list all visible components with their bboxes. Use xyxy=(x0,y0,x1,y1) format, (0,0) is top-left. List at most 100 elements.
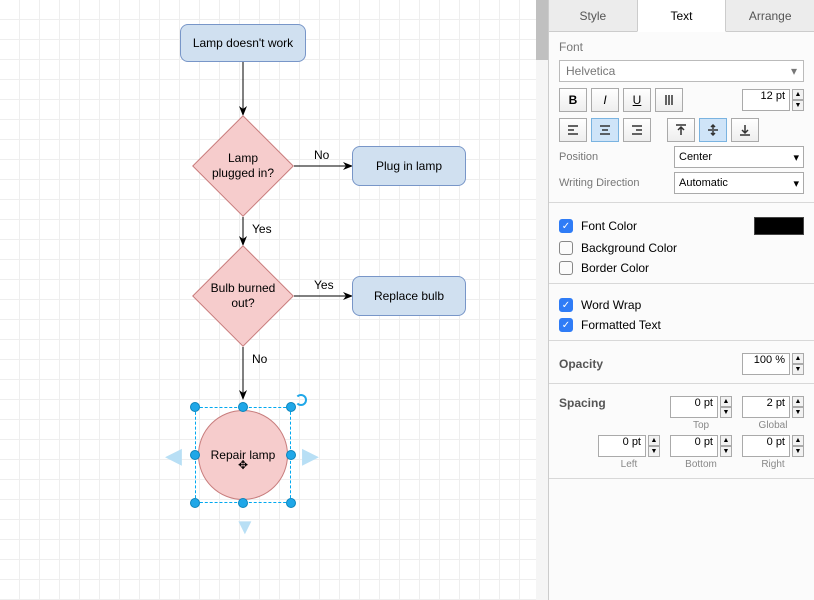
spacing-global-spinner[interactable]: 2 pt▲▼ xyxy=(742,396,804,418)
wordwrap-checkbox[interactable]: ✓ xyxy=(559,298,573,312)
spacing-left-sub: Left xyxy=(621,459,638,470)
color-section: ✓ Font Color Background Color Border Col… xyxy=(549,203,814,284)
valign-bottom-button[interactable] xyxy=(731,118,759,142)
move-icon: ✥ xyxy=(238,458,248,473)
font-size-up[interactable]: ▲ xyxy=(792,89,804,100)
opacity-value[interactable]: 100 % xyxy=(742,353,790,375)
writing-direction-label: Writing Direction xyxy=(559,177,640,189)
resize-handle-e[interactable] xyxy=(286,450,296,460)
font-family-select[interactable]: Helvetica ▾ xyxy=(559,60,804,82)
font-size-spinner[interactable]: 12 pt ▲▼ xyxy=(742,88,804,112)
spacing-bottom-down[interactable]: ▼ xyxy=(720,446,732,457)
spacing-right-spinner[interactable]: 0 pt▲▼ xyxy=(742,435,804,457)
spacing-bottom-value[interactable]: 0 pt xyxy=(670,435,718,457)
valign-middle-button[interactable] xyxy=(699,118,727,142)
opacity-down[interactable]: ▼ xyxy=(792,364,804,375)
font-size-value[interactable]: 12 pt xyxy=(742,89,790,111)
italic-button[interactable]: I xyxy=(591,88,619,112)
node-label: Bulb burned out? xyxy=(208,281,278,311)
spacing-right-up[interactable]: ▲ xyxy=(792,435,804,446)
font-color-swatch[interactable] xyxy=(754,217,804,235)
rotate-handle[interactable] xyxy=(295,394,307,406)
connect-hint-right[interactable]: ▶ xyxy=(302,443,319,469)
halign-right-button[interactable] xyxy=(623,118,651,142)
resize-handle-s[interactable] xyxy=(238,498,248,508)
node-plugged[interactable]: Lamp plugged in? xyxy=(192,115,294,217)
node-repair[interactable]: Repair lamp ✥ xyxy=(198,410,288,500)
resize-handle-sw[interactable] xyxy=(190,498,200,508)
background-color-checkbox[interactable] xyxy=(559,241,573,255)
opacity-up[interactable]: ▲ xyxy=(792,353,804,364)
spacing-global-value[interactable]: 2 pt xyxy=(742,396,790,418)
formatted-checkbox[interactable]: ✓ xyxy=(559,318,573,332)
connect-hint-left[interactable]: ◀ xyxy=(165,443,182,469)
node-burned[interactable]: Bulb burned out? xyxy=(192,245,294,347)
font-color-checkbox[interactable]: ✓ xyxy=(559,219,573,233)
tab-style[interactable]: Style xyxy=(549,0,637,32)
spacing-top-value[interactable]: 0 pt xyxy=(670,396,718,418)
spacing-left-down[interactable]: ▼ xyxy=(648,446,660,457)
spacing-global-up[interactable]: ▲ xyxy=(792,396,804,407)
textopts-section: ✓ Word Wrap ✓ Formatted Text xyxy=(549,284,814,341)
spacing-bottom-sub: Bottom xyxy=(685,459,717,470)
edge-label-no-1[interactable]: No xyxy=(314,148,329,162)
border-color-checkbox[interactable] xyxy=(559,261,573,275)
opacity-label: Opacity xyxy=(559,357,603,371)
node-label: Lamp doesn't work xyxy=(193,36,293,51)
spacing-bottom-up[interactable]: ▲ xyxy=(720,435,732,446)
opacity-section: Opacity 100 % ▲▼ xyxy=(549,341,814,384)
underline-button[interactable]: U xyxy=(623,88,651,112)
opacity-spinner[interactable]: 100 % ▲▼ xyxy=(742,353,804,375)
spacing-label: Spacing xyxy=(559,396,606,410)
spacing-top-spinner[interactable]: 0 pt▲▼ xyxy=(670,396,732,418)
align-right-icon xyxy=(630,123,644,137)
resize-handle-w[interactable] xyxy=(190,450,200,460)
resize-handle-se[interactable] xyxy=(286,498,296,508)
align-left-icon xyxy=(566,123,580,137)
font-size-down[interactable]: ▼ xyxy=(792,100,804,111)
halign-center-button[interactable] xyxy=(591,118,619,142)
node-plugin[interactable]: Plug in lamp xyxy=(352,146,466,186)
formatted-label: Formatted Text xyxy=(581,318,661,332)
valign-middle-icon xyxy=(706,123,720,137)
spacing-top-sub: Top xyxy=(693,420,709,431)
font-section: Font Helvetica ▾ B I U 12 pt ▲▼ xyxy=(549,32,814,203)
spacing-right-down[interactable]: ▼ xyxy=(792,446,804,457)
spacing-bottom-spinner[interactable]: 0 pt▲▼ xyxy=(670,435,732,457)
resize-handle-n[interactable] xyxy=(238,402,248,412)
bold-button[interactable]: B xyxy=(559,88,587,112)
edge-label-yes-2[interactable]: Yes xyxy=(314,278,334,292)
spacing-top-down[interactable]: ▼ xyxy=(720,407,732,418)
canvas[interactable]: No Yes Yes No Lamp doesn't work Lamp plu… xyxy=(0,0,548,600)
edge-label-no-2[interactable]: No xyxy=(252,352,267,366)
spacing-left-value[interactable]: 0 pt xyxy=(598,435,646,457)
connect-hint-down[interactable]: ▼ xyxy=(234,514,256,540)
valign-top-icon xyxy=(674,123,688,137)
valign-top-button[interactable] xyxy=(667,118,695,142)
edge-label-yes-1[interactable]: Yes xyxy=(252,222,272,236)
spacing-top-up[interactable]: ▲ xyxy=(720,396,732,407)
position-select[interactable]: Center▾ xyxy=(674,146,804,168)
scrollbar-thumb[interactable] xyxy=(536,0,548,60)
align-center-icon xyxy=(598,123,612,137)
spacing-global-down[interactable]: ▼ xyxy=(792,407,804,418)
halign-left-button[interactable] xyxy=(559,118,587,142)
spacing-global-sub: Global xyxy=(759,420,788,431)
vertical-text-icon xyxy=(662,93,676,107)
writing-direction-select[interactable]: Automatic▾ xyxy=(674,172,804,194)
spacing-left-spinner[interactable]: 0 pt▲▼ xyxy=(598,435,660,457)
background-color-label: Background Color xyxy=(581,241,677,255)
border-color-label: Border Color xyxy=(581,261,649,275)
tab-text[interactable]: Text xyxy=(637,0,727,32)
resize-handle-nw[interactable] xyxy=(190,402,200,412)
spacing-left-up[interactable]: ▲ xyxy=(648,435,660,446)
spacing-right-value[interactable]: 0 pt xyxy=(742,435,790,457)
vertical-text-button[interactable] xyxy=(655,88,683,112)
tab-arrange[interactable]: Arrange xyxy=(726,0,814,32)
node-start[interactable]: Lamp doesn't work xyxy=(180,24,306,62)
chevron-down-icon: ▾ xyxy=(793,177,799,190)
node-replace[interactable]: Replace bulb xyxy=(352,276,466,316)
resize-handle-ne[interactable] xyxy=(286,402,296,412)
position-value: Center xyxy=(679,151,712,163)
canvas-vscrollbar[interactable] xyxy=(536,0,548,600)
